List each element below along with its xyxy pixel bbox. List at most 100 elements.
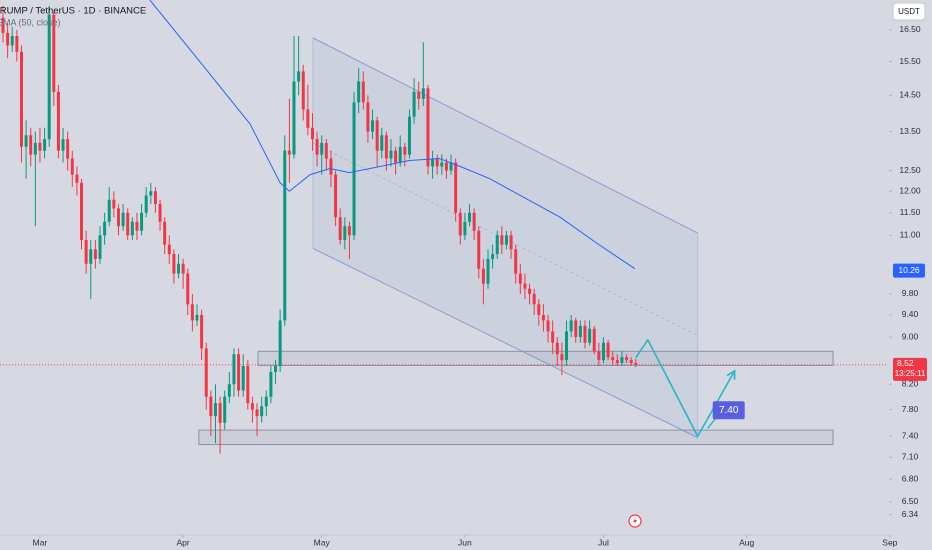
candle-body [468,212,472,222]
candle-body [93,249,97,259]
candle-body [324,142,328,159]
currency-label: USDT [898,7,920,16]
candle-body [227,384,231,397]
candle-body [523,283,527,289]
candle-body [283,150,287,321]
candle-body [343,226,347,240]
candle-body [241,366,245,391]
candle-body [629,360,633,364]
replay-icon[interactable] [628,514,642,528]
candle-body [407,116,411,155]
y-tick-label: 12.00 [899,185,921,195]
target-pointer [707,417,717,429]
candle-body [213,403,217,417]
candle-body [163,221,167,245]
candle-body [403,146,407,155]
candle-body [43,139,47,151]
candle-body [597,351,601,361]
y-tick-label: 9.00 [902,331,919,341]
candle-body [70,158,74,175]
candle-body [75,174,79,183]
candle-body [615,360,619,364]
candle-body [116,208,120,227]
candle-body [541,314,545,321]
candle-body [555,342,559,355]
y-tick-label: 14.50 [899,90,921,100]
candle-body [107,199,111,222]
candle-body [537,304,541,315]
ema-tag [893,263,925,278]
candle-body [444,162,448,171]
candle-body [250,403,254,410]
y-tick-label: 6.34 [902,509,919,519]
zone [198,429,834,446]
candle-body [606,342,610,358]
candle-body [103,221,107,236]
candle-body [431,158,435,167]
candle-body [223,396,227,423]
candle-body [371,120,375,132]
candle-body [29,135,33,155]
candle-body [375,120,379,151]
candle-body [574,320,578,338]
candle-body [426,88,430,167]
candle-body [532,293,536,305]
candle-body [578,325,582,338]
candle-body [412,91,416,117]
candle-body [38,142,42,151]
candle-body [472,212,476,231]
candle-body [560,354,564,361]
price-tag [893,357,927,381]
candle-body [274,366,278,373]
candle-body [491,254,495,259]
target-box [712,401,745,420]
candle-body [140,212,144,231]
y-tick-label: 9.40 [902,309,919,319]
candle-body [24,135,28,147]
candle-body [569,320,573,332]
candle-body [394,150,398,163]
zone [257,350,834,366]
candle-body [195,314,199,321]
candle-body [481,268,485,284]
candle-body [19,51,23,147]
candle-body [181,263,185,274]
y-tick-label: 7.10 [902,451,919,461]
candle-body [310,127,314,140]
candle-body [255,409,259,417]
candle-body [246,366,250,404]
candle-body [463,221,467,236]
candle-body [634,363,638,365]
price-tag-label: 8.52 [897,358,914,368]
projection-arrowhead [726,369,736,380]
candle-body [61,139,65,151]
candle-body [417,91,421,99]
candle-body [149,191,153,196]
x-tick-label: Mar [33,537,48,547]
candle-body [80,182,84,240]
channel-upper [312,37,698,234]
candle-body [546,320,550,332]
y-tick-label: 8.20 [902,378,919,388]
currency-button[interactable] [892,2,926,21]
candle-body [500,235,504,245]
candle-body [297,71,301,82]
candle-body [47,14,51,140]
candle-body [454,162,458,213]
candle-body [509,235,513,250]
candle-body [334,174,338,218]
candle-body [588,328,592,343]
channel-lower [312,247,698,439]
candle-body [121,212,125,227]
candle-body [158,204,162,222]
candle-body [84,239,88,264]
candle-body [126,212,130,236]
target-label: 7.40 [719,405,739,416]
candle-body [389,150,393,159]
candle-body [592,328,596,352]
ema-line [149,0,636,270]
candle-body [301,71,305,110]
candle-body [435,158,439,167]
candle-body [514,249,518,274]
